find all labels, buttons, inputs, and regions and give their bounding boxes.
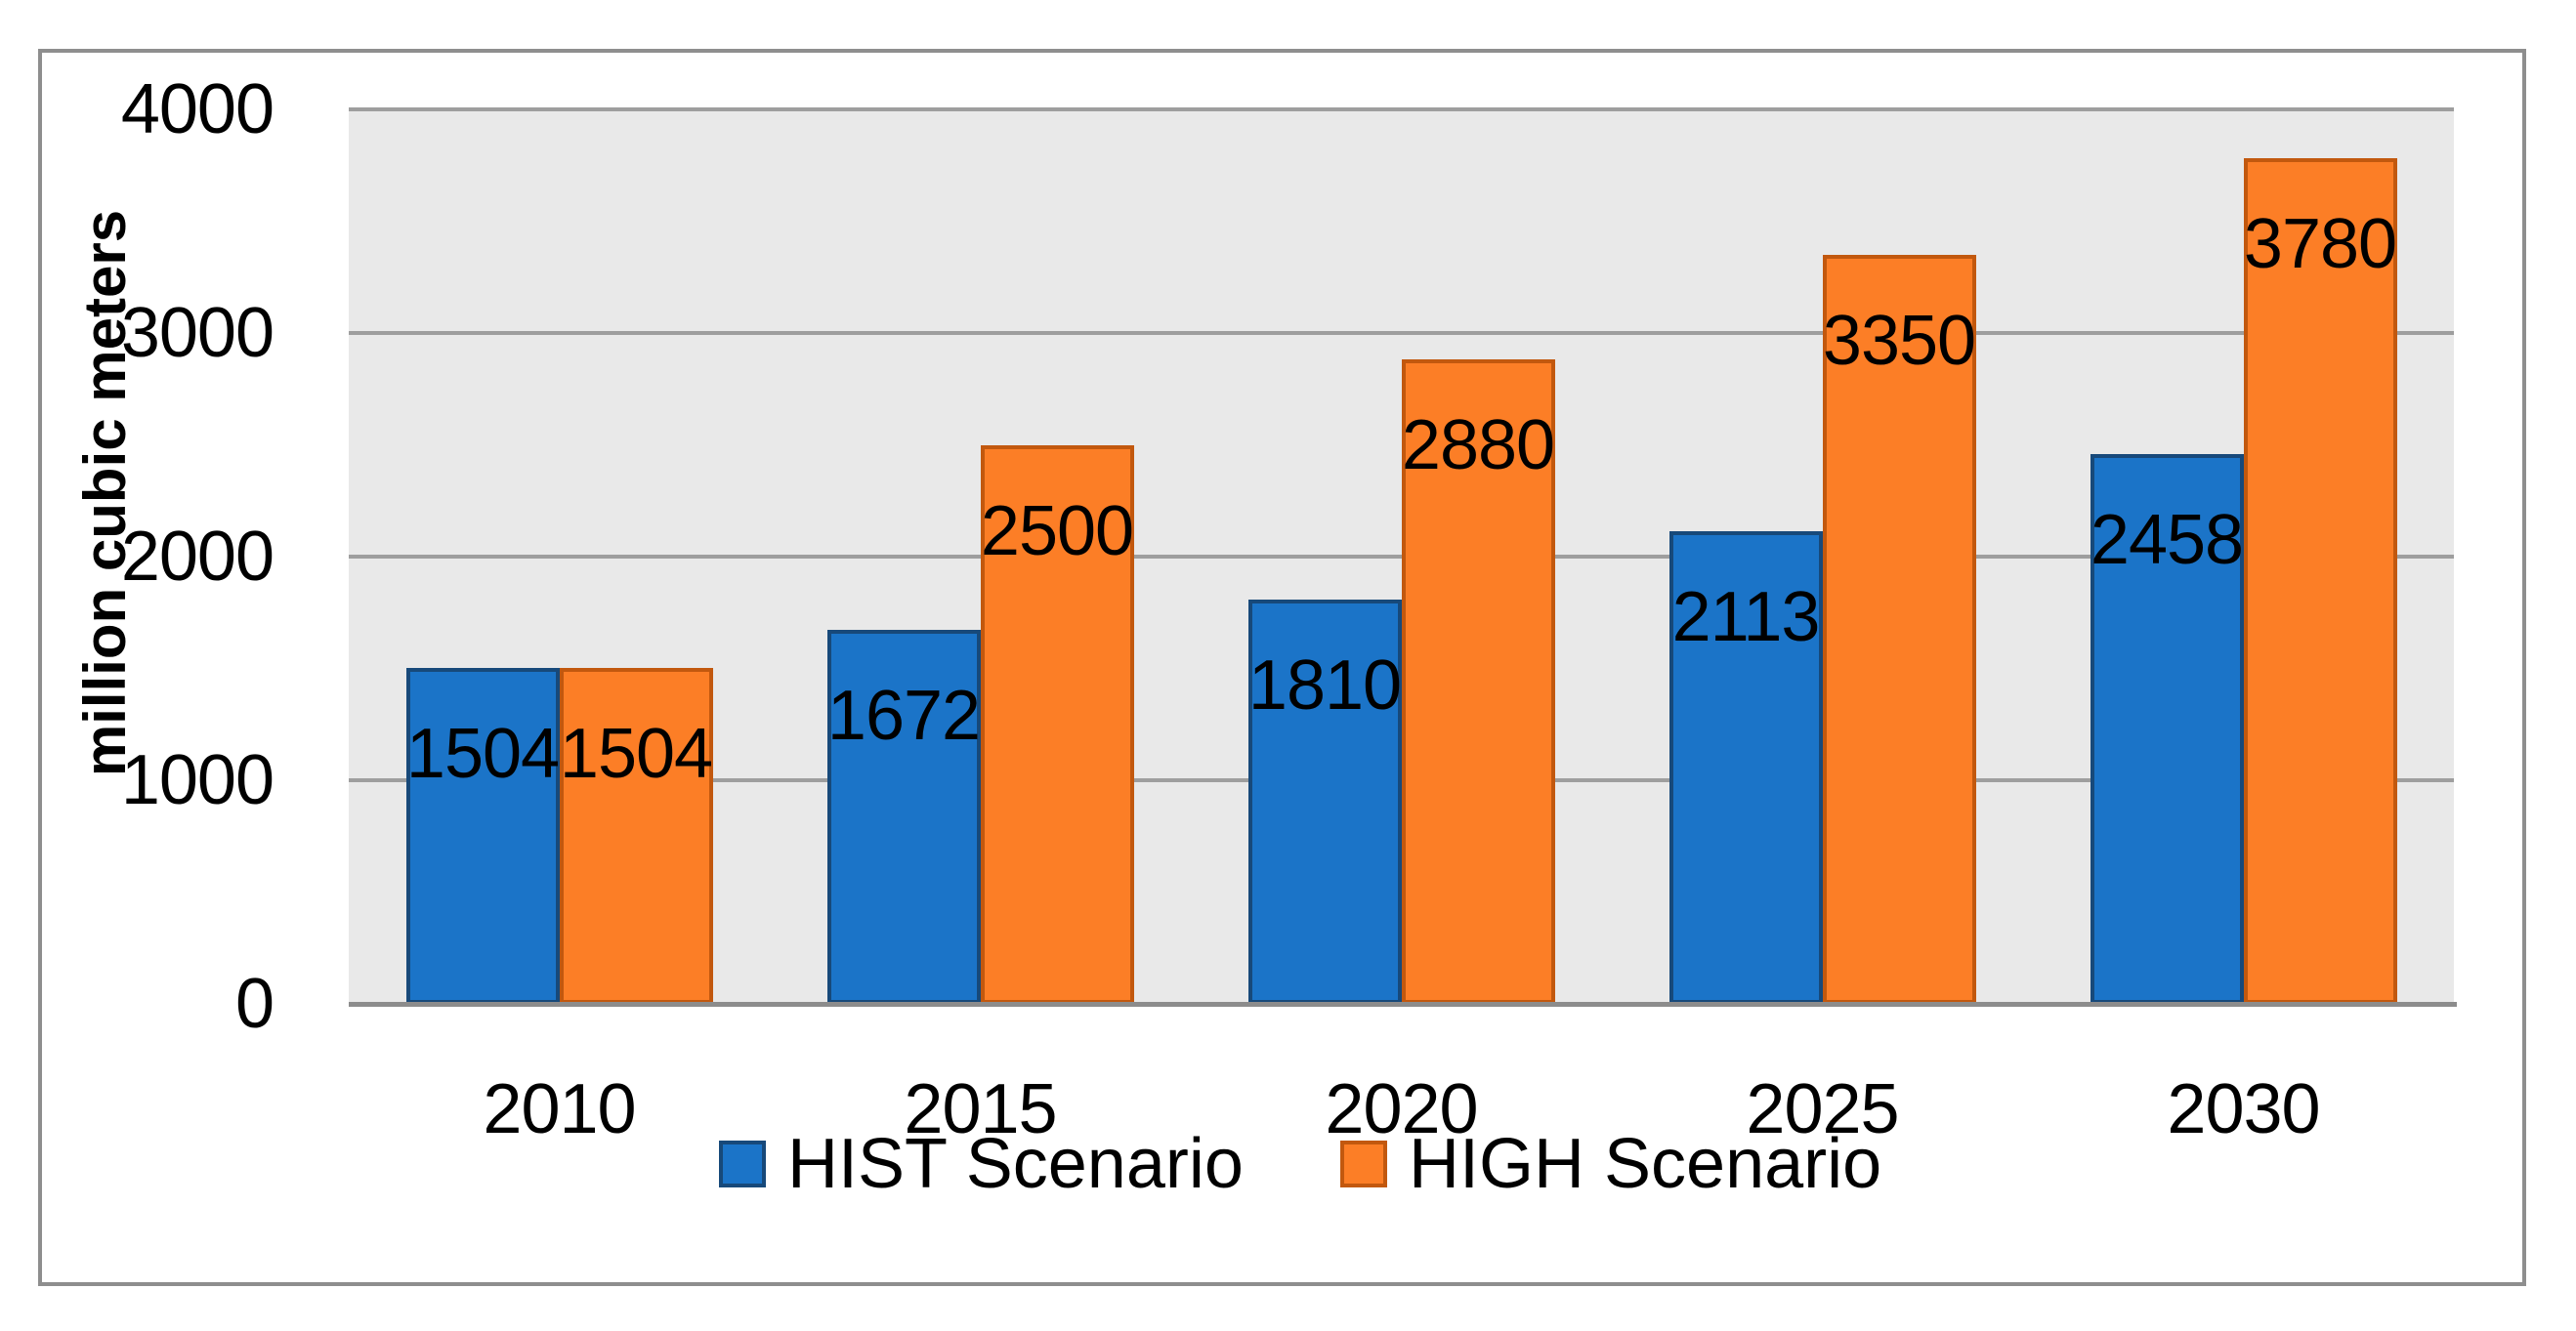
bar-high-2010 — [559, 667, 713, 1004]
bar-high-2015 — [980, 444, 1134, 1004]
gridline-3000 — [349, 331, 2454, 335]
data-label-hist-2020: 1810 — [1247, 645, 1402, 725]
bar-hist-2025 — [1668, 531, 1823, 1004]
bar-hist-2010 — [405, 667, 560, 1004]
y-tick-label-0: 0 — [234, 965, 274, 1043]
x-tick-label-2020: 2020 — [1325, 1070, 1478, 1148]
data-label-high-2015: 2500 — [980, 491, 1134, 570]
y-tick-label-4000: 4000 — [120, 70, 274, 148]
bar-high-2030 — [2243, 158, 2397, 1004]
x-axis-line — [349, 1002, 2457, 1007]
data-label-high-2020: 2880 — [1401, 406, 1555, 485]
legend-label-hist: HIST Scenario — [787, 1125, 1244, 1203]
gridline-4000 — [349, 107, 2454, 111]
data-label-hist-2030: 2458 — [2090, 501, 2244, 580]
data-label-high-2010: 1504 — [559, 714, 713, 793]
y-tick-label-1000: 1000 — [120, 741, 274, 819]
legend-swatch-hist — [719, 1141, 766, 1187]
bar-hist-2030 — [2090, 454, 2244, 1004]
bar-hist-2015 — [826, 630, 981, 1004]
y-tick-label-3000: 3000 — [120, 294, 274, 372]
data-label-high-2030: 3780 — [2243, 205, 2397, 284]
x-tick-label-2010: 2010 — [483, 1070, 636, 1148]
x-tick-label-2030: 2030 — [2167, 1070, 2320, 1148]
y-axis-title: million cubic meters — [72, 209, 138, 777]
data-label-high-2025: 3350 — [1822, 301, 1976, 380]
x-tick-label-2015: 2015 — [904, 1070, 1057, 1148]
bar-hist-2020 — [1247, 599, 1402, 1004]
bar-high-2020 — [1401, 359, 1555, 1004]
data-label-hist-2010: 1504 — [405, 714, 560, 793]
legend-swatch-high — [1340, 1141, 1387, 1187]
x-tick-label-2025: 2025 — [1746, 1070, 1899, 1148]
data-label-hist-2025: 2113 — [1671, 578, 1821, 657]
legend-label-high: HIGH Scenario — [1409, 1125, 1882, 1203]
y-tick-label-2000: 2000 — [120, 518, 274, 596]
data-label-hist-2015: 1672 — [826, 677, 981, 756]
bar-high-2025 — [1822, 254, 1976, 1004]
